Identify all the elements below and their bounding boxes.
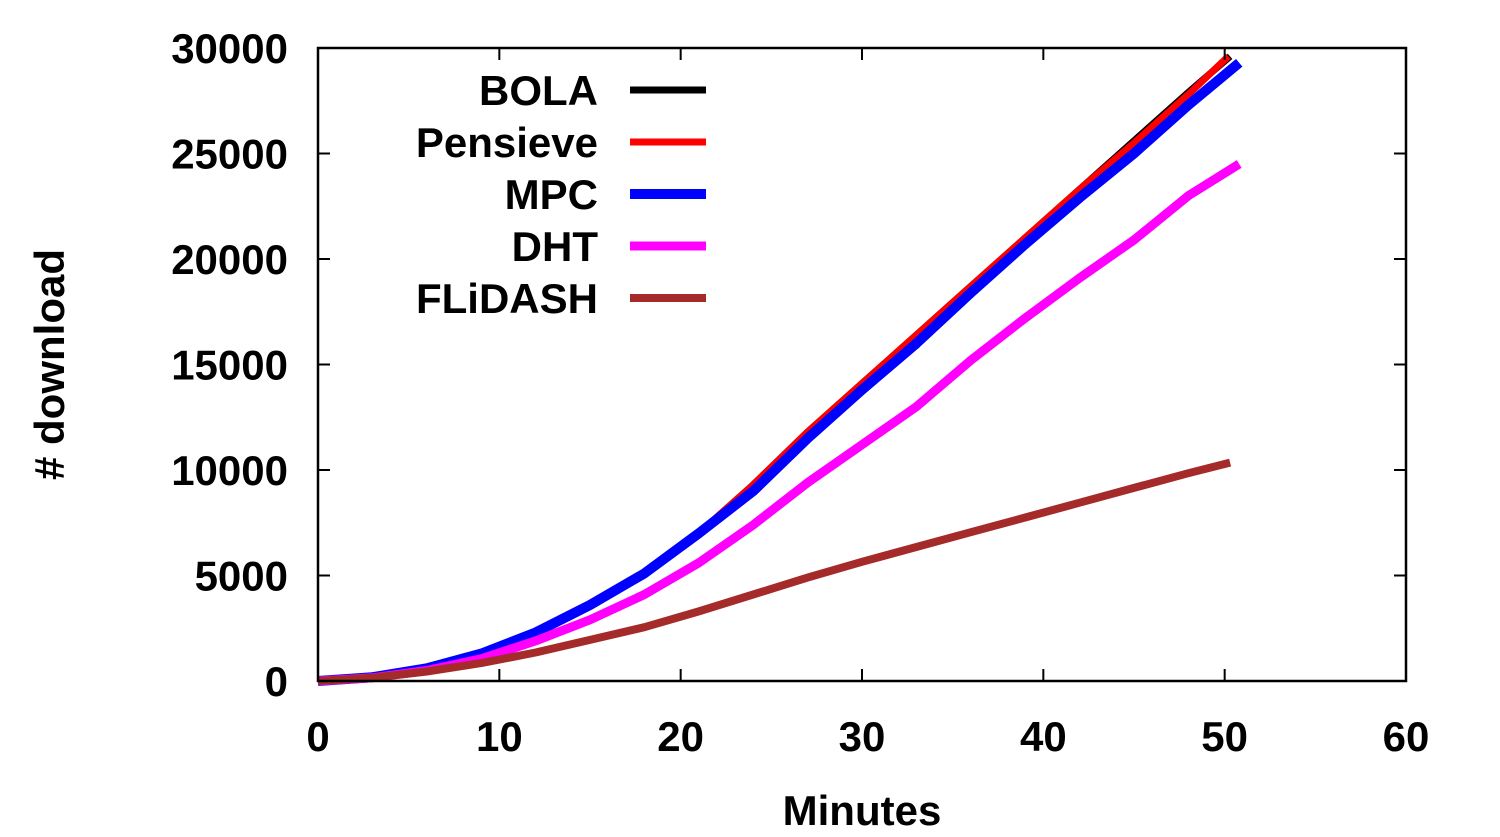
x-tick-label: 50 <box>1201 713 1248 760</box>
y-tick-label: 15000 <box>171 342 288 389</box>
y-tick-label: 20000 <box>171 236 288 283</box>
y-tick-label: 0 <box>265 658 288 705</box>
x-tick-label: 20 <box>657 713 704 760</box>
x-axis: 0 10 20 30 40 50 60 <box>306 48 1429 760</box>
x-tick-label: 40 <box>1020 713 1067 760</box>
legend-label-flidash: FLiDASH <box>416 275 598 322</box>
legend-label-pensieve: Pensieve <box>416 119 598 166</box>
series-line-dht <box>317 160 1242 686</box>
legend-label-bola: BOLA <box>479 67 598 114</box>
x-tick-label: 0 <box>306 713 329 760</box>
series-line-mpc <box>317 58 1243 686</box>
y-axis-label: # download <box>26 249 73 480</box>
legend-label-mpc: MPC <box>505 171 598 218</box>
y-axis: 0 5000 10000 15000 20000 25000 30000 <box>171 25 1406 705</box>
x-tick-label: 60 <box>1383 713 1430 760</box>
y-tick-label: 5000 <box>195 553 288 600</box>
y-tick-label: 30000 <box>171 25 288 72</box>
x-tick-label: 30 <box>839 713 886 760</box>
series-lines <box>317 53 1243 686</box>
y-tick-label: 10000 <box>171 447 288 494</box>
x-tick-label: 10 <box>476 713 523 760</box>
legend: BOLA Pensieve MPC DHT FLiDASH <box>416 67 706 322</box>
y-tick-label: 25000 <box>171 131 288 178</box>
series-line-flidash <box>317 458 1232 685</box>
legend-label-dht: DHT <box>512 223 599 270</box>
x-axis-label: Minutes <box>783 787 942 834</box>
